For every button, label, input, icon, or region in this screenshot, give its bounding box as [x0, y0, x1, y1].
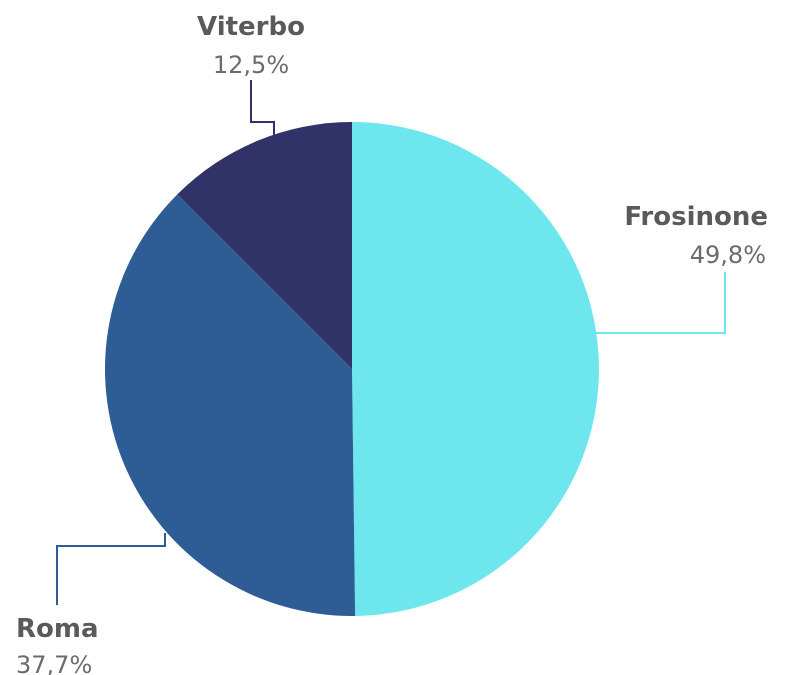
label-value-roma: 37,7%: [16, 651, 92, 675]
label-name-viterbo: Viterbo: [197, 12, 305, 42]
pie-slice-viterbo: [177, 121, 352, 369]
pie-slices: [104, 121, 599, 616]
label-value-frosinone: 49,8%: [690, 241, 766, 269]
leader-line-roma: [56, 533, 166, 605]
leader-lines: [56, 80, 726, 605]
leader-line-frosinone: [596, 272, 726, 334]
pie-slice-frosinone: [352, 122, 599, 616]
label-name-roma: Roma: [16, 614, 99, 644]
label-name-frosinone: Frosinone: [624, 202, 768, 232]
leader-line-viterbo: [250, 80, 275, 138]
pie-slice-roma: [104, 194, 356, 616]
label-value-viterbo: 12,5%: [213, 51, 289, 79]
